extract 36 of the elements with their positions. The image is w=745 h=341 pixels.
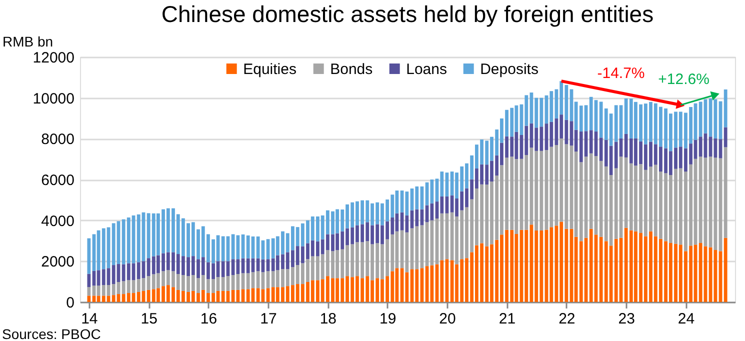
bar	[724, 127, 728, 148]
x-tick-label: 15	[140, 310, 158, 328]
x-tick-label: 22	[558, 310, 576, 328]
bar	[718, 139, 722, 158]
legend-label: Bonds	[330, 60, 373, 78]
annotation: -14.7%	[597, 65, 645, 82]
y-tick-label: 8000	[41, 131, 74, 148]
bar	[87, 274, 91, 288]
y-tick-label: 2000	[41, 254, 74, 271]
legend-label: Deposits	[480, 60, 538, 78]
y-tick-label: 10000	[32, 90, 74, 108]
x-tick-label: 14	[81, 310, 98, 328]
bar	[87, 287, 91, 296]
x-tick-label: 17	[260, 310, 277, 328]
y-tick-label: 0	[66, 294, 74, 312]
x-tick-label: 23	[618, 310, 635, 328]
x-tick-label: 19	[379, 310, 396, 328]
annotation: +12.6%	[658, 70, 710, 88]
legend-label: Equities	[243, 60, 296, 78]
bar	[724, 238, 728, 302]
x-tick-label: 24	[678, 310, 695, 328]
legend-label: Loans	[406, 60, 447, 78]
y-tick-label: 6000	[41, 172, 74, 189]
y-tick-label: 4000	[41, 212, 74, 230]
chart-title: Chinese domestic assets held by foreign entities	[161, 1, 654, 27]
source-note: Sources: PBOC	[2, 326, 101, 341]
x-tick-label: 21	[498, 310, 516, 328]
bar	[87, 296, 91, 302]
x-tick-label: 18	[320, 310, 337, 328]
y-tick-label: 12000	[32, 50, 74, 66]
bar	[724, 147, 728, 238]
bar	[724, 89, 728, 128]
bar	[87, 238, 91, 274]
x-tick-label: 16	[200, 310, 218, 328]
y-axis-title: RMB bn	[2, 34, 54, 50]
x-tick-label: 20	[439, 310, 456, 328]
